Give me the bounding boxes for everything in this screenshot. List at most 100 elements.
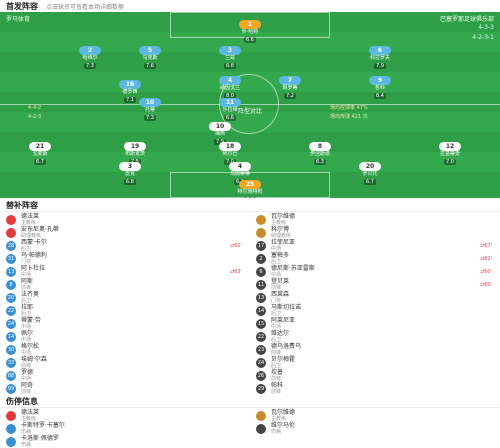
injury-away-row[interactable]: 瓦尔维德 主教练	[256, 409, 496, 422]
player-position: 中场	[271, 271, 282, 278]
jersey-number: 21	[29, 142, 51, 151]
sub-away-row[interactable]: 23 德乌洛费乌 前锋	[256, 343, 496, 356]
player-rating: 7.2	[244, 197, 256, 198]
shirt-number-badge: 29	[256, 383, 266, 394]
sub-home-row[interactable]: 安东尼奥·孔蒂 助理教练	[6, 226, 246, 239]
jersey-number: 20	[359, 162, 381, 171]
shirt-number-badge: 24	[256, 357, 266, 368]
away-player-6[interactable]: 3 皮克 6.8	[100, 162, 160, 185]
player-name: 阿斯	[21, 277, 34, 285]
sub-away-row[interactable]: 13 西莱森 门将	[256, 291, 496, 304]
sub-home-row[interactable]: 20 法齐奥 后卫	[6, 291, 246, 304]
sub-home-row[interactable]: 德法莱 主教练	[6, 213, 246, 226]
player-position: 伤病	[271, 428, 282, 435]
home-player-4[interactable]: 6 科拉罗夫 7.9	[350, 46, 410, 69]
sub-home-row[interactable]: 13 阿卜杜拉 中场 ⇄63'	[6, 265, 246, 278]
player-name: 贝尔梅霍	[271, 355, 296, 363]
sub-away-row[interactable]: 2 塞梅多 后卫 ⇄82'	[256, 252, 496, 265]
injury-home-row[interactable]: 卡洛斯·佩德罗 伤病	[6, 435, 246, 448]
player-name: 瓦尔维德	[271, 212, 296, 220]
player-name: 罗德	[21, 368, 34, 376]
shirt-number-badge: 30	[6, 344, 16, 355]
sub-home-row[interactable]: 24 蒂蒙·劳 中场	[6, 317, 246, 330]
sub-home-row[interactable]: 30 格尔松 中场	[6, 343, 246, 356]
player-name: 德尼斯·苏亚雷斯	[271, 264, 315, 272]
player-name: 哲科	[374, 85, 385, 91]
shirt-number-badge	[6, 436, 16, 447]
home-player-5[interactable]: 16 德罗西 7.1	[100, 80, 160, 103]
player-position: 后卫	[271, 310, 282, 317]
sub-home-row[interactable]: 33 埃姆·尔森 前锋	[6, 356, 246, 369]
injury-home-row[interactable]: 卡斯特罗·卡塞尔 伤病	[6, 422, 246, 435]
jersey-number: 16	[119, 80, 141, 89]
sub-home-row[interactable]: 88 罗德 中场	[6, 369, 246, 382]
sub-away-row[interactable]: 24 贝尔梅霍 后卫	[256, 356, 496, 369]
sub-away-row[interactable]: 瓦尔维德 主教练	[256, 213, 496, 226]
home-player-8[interactable]: 9 哲科 8.4	[350, 76, 410, 99]
player-name: 佩尔	[21, 329, 34, 337]
center-label: 阵型对比	[237, 108, 262, 115]
sub-away-row[interactable]: 17 拉菲尼亚 中场 ⇄67'	[256, 239, 496, 252]
injury-home-row[interactable]: 德法莱 主教练	[6, 409, 246, 422]
home-player-10[interactable]: 11 沙拉维 6.6	[200, 98, 260, 121]
home-player-0[interactable]: 1 乔·哈特 6.6	[220, 20, 280, 43]
manager-icon	[6, 227, 16, 238]
home-player-2[interactable]: 5 马克斯 7.6	[120, 46, 180, 69]
sub-home-row[interactable]: 14 佩尔 中场	[6, 330, 246, 343]
shirt-number-badge: 8	[6, 279, 16, 290]
shirt-number-badge: 13	[6, 266, 16, 277]
home-player-9[interactable]: 10 托蒂 7.3	[120, 98, 180, 121]
sub-away-row[interactable]: 14 马斯切拉诺 后卫	[256, 304, 496, 317]
away-player-8[interactable]: 20 罗贝托 6.7	[340, 162, 400, 185]
sub-away-row[interactable]: 15 阿莱尼亚 中场	[256, 317, 496, 330]
sub-away-row[interactable]: 26 坎普 前锋	[256, 369, 496, 382]
jersey-number: 4	[219, 76, 241, 85]
player-position: 伤病	[21, 428, 32, 435]
sub-away-row[interactable]: 6 德尼斯·苏亚雷斯 中场 ⇄60'	[256, 265, 496, 278]
player-name: 拉耶	[21, 303, 34, 311]
home-player-6[interactable]: 4 纳因戈兰 8.0	[200, 76, 260, 99]
away-player-1[interactable]: 21 戈麦斯 6.7	[10, 142, 70, 165]
player-position: 前锋	[271, 284, 282, 291]
manager-icon	[256, 214, 266, 225]
home-formation: 4-2-3-1	[472, 34, 494, 41]
sub-home-row[interactable]: 28 西蒙·卡尔 后卫 ⇄61'	[6, 239, 246, 252]
manager-icon	[256, 227, 266, 238]
sub-home-row[interactable]: 99 阿奇 前锋	[6, 382, 246, 395]
home-player-3[interactable]: 3 兰兹 6.8	[200, 46, 260, 69]
sub-home-row[interactable]: 22 拉耶 后卫	[6, 304, 246, 317]
away-notes: 场均控球率 47% 场均传球 421 次	[330, 104, 368, 122]
shirt-number-badge: 22	[256, 331, 266, 342]
player-name: 德法莱	[21, 212, 40, 220]
player-position: 主教练	[21, 219, 37, 226]
player-position: 后卫	[21, 310, 32, 317]
jersey-number: 8	[309, 142, 331, 151]
away-player-4[interactable]: 8 伊涅斯塔 6.3	[290, 142, 350, 165]
sub-away-row[interactable]: 29 帕科 前锋	[256, 382, 496, 395]
jersey-number: 12	[439, 142, 461, 151]
sub-away-row[interactable]: 22 维达尔 后卫	[256, 330, 496, 343]
shirt-number-badge: 17	[256, 240, 266, 251]
substitution-event: ⇄63'	[230, 268, 242, 275]
home-player-1[interactable]: 2 哈维尔 7.3	[60, 46, 120, 69]
player-name: 瓦尔维德	[271, 408, 296, 416]
home-player-7[interactable]: 7 佩罗蒂 7.2	[260, 76, 320, 99]
sub-home-row[interactable]: 31 乌·帕德利 门将	[6, 252, 246, 265]
jersey-number: 19	[124, 142, 146, 151]
home-notes: 4-4-2 4-2-3	[28, 104, 41, 122]
player-rating: 7.0	[444, 159, 456, 165]
player-name: 佩罗蒂	[282, 85, 298, 91]
player-rating: 6.7	[364, 179, 376, 185]
injury-away-row[interactable]: 维尔马伦 伤病	[256, 422, 496, 435]
shirt-number-badge	[256, 423, 266, 434]
jersey-number: 4	[229, 162, 251, 171]
player-name: 埃姆·尔森	[21, 355, 47, 363]
sub-away-row[interactable]: 11 登贝莱 前锋 ⇄60'	[256, 278, 496, 291]
sub-away-row[interactable]: 科尔博 助理教练	[256, 226, 496, 239]
sub-home-row[interactable]: 8 阿斯 前锋	[6, 278, 246, 291]
away-player-5[interactable]: 12 拉基蒂奇 7.0	[420, 142, 480, 165]
jersey-number: 3	[119, 162, 141, 171]
player-position: 中场	[271, 245, 282, 252]
player-name: 马克斯	[142, 55, 158, 61]
